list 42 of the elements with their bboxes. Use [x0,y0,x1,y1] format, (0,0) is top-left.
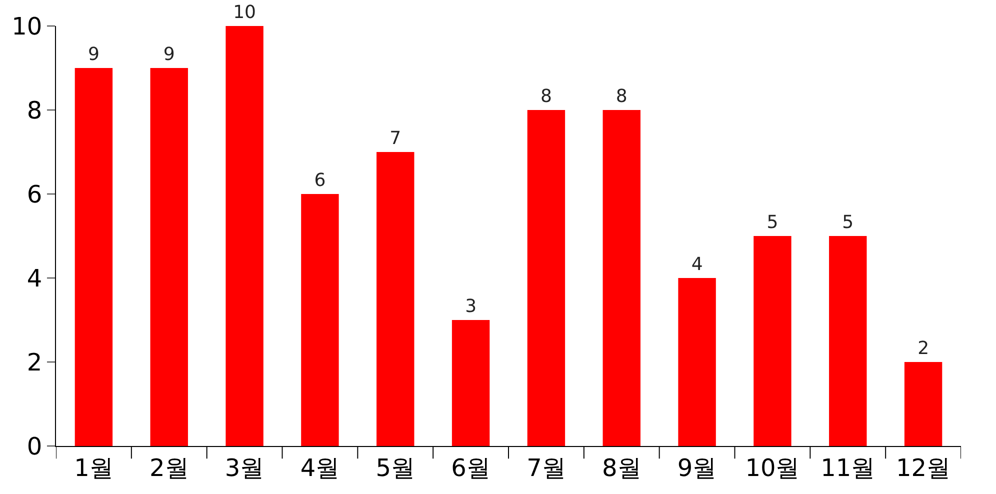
bar [678,278,716,446]
x-tick-label: 9월 [677,454,717,482]
data-label: 2 [918,338,930,359]
bar [754,236,792,446]
y-tick-label: 6 [26,180,42,208]
data-label: 9 [163,44,175,65]
data-label: 5 [766,212,778,233]
data-label: 6 [314,170,326,191]
y-tick-label: 10 [12,12,42,40]
x-tick-label: 12월 [896,454,951,482]
x-tick-label: 11월 [820,454,876,482]
y-tick-label: 4 [26,264,42,292]
y-tick-label: 0 [26,432,42,460]
bar [452,320,490,446]
data-label: 9 [88,44,100,65]
bar [301,194,339,446]
x-tick-label: 6월 [451,454,490,482]
data-label: 4 [691,254,703,275]
y-tick-label: 8 [26,96,42,124]
bar [602,110,640,446]
bar [150,68,188,446]
bar [376,152,414,446]
bar [74,68,113,446]
data-label: 3 [465,296,477,317]
y-tick-label: 2 [26,348,42,376]
data-label: 10 [233,2,256,23]
data-label: 5 [842,212,854,233]
x-tick-label: 7월 [526,454,566,482]
x-tick-label: 4월 [300,454,340,482]
bar [527,110,566,446]
x-tick-label: 2월 [149,454,189,482]
data-label: 7 [390,128,402,149]
x-tick-label: 1월 [74,454,114,482]
x-tick-label: 8월 [602,454,642,482]
bar [226,26,264,446]
x-tick-label: 5월 [376,454,416,482]
data-label: 8 [616,86,628,107]
data-label: 8 [540,86,552,107]
x-tick-label: 10월 [745,454,800,482]
bar [904,362,942,446]
bar [829,236,867,446]
x-tick-label: 3월 [224,454,264,482]
